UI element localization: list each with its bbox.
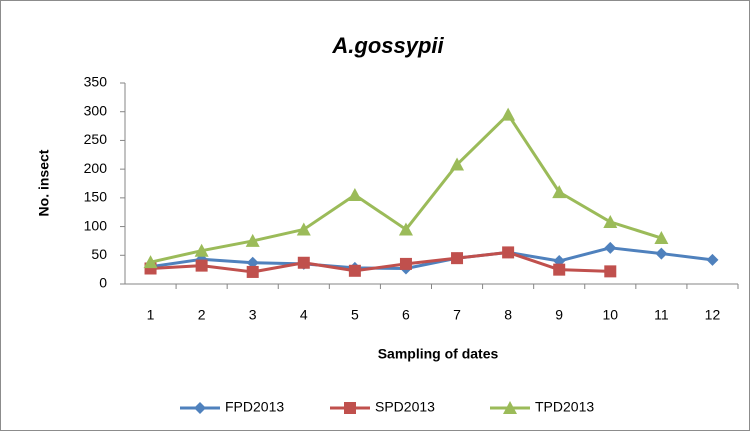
- y-tick-label: 0: [99, 275, 107, 291]
- series-line: [150, 250, 611, 274]
- marker: [194, 243, 209, 257]
- x-tick-label: 3: [249, 307, 257, 323]
- x-tick-label: 8: [504, 307, 512, 323]
- x-tick-label: 2: [198, 307, 206, 323]
- marker: [246, 265, 259, 278]
- y-axis-label: No. insect: [36, 149, 52, 216]
- y-tick-label: 300: [84, 102, 108, 118]
- chart-title: A.gossypii: [331, 33, 444, 58]
- marker: [246, 256, 259, 269]
- marker: [604, 265, 617, 278]
- x-tick-label: 12: [705, 307, 721, 323]
- marker: [348, 264, 361, 277]
- legend-label: SPD2013: [375, 399, 435, 415]
- marker: [706, 253, 719, 266]
- y-tick-label: 50: [91, 246, 107, 262]
- marker: [552, 185, 567, 199]
- y-tick-label: 150: [84, 189, 108, 205]
- marker: [502, 246, 515, 259]
- marker: [399, 257, 412, 270]
- marker: [603, 214, 618, 228]
- marker: [451, 252, 464, 265]
- marker: [297, 256, 310, 269]
- marker: [347, 187, 362, 201]
- marker: [604, 241, 617, 254]
- marker: [245, 233, 260, 247]
- x-tick-label: 9: [555, 307, 563, 323]
- x-tick-label: 11: [654, 307, 669, 323]
- x-tick-label: 6: [402, 307, 410, 323]
- x-tick-label: 5: [351, 307, 359, 323]
- x-tick-label: 10: [603, 307, 619, 323]
- marker: [195, 259, 208, 272]
- marker: [655, 247, 668, 260]
- y-tick-label: 250: [84, 131, 108, 147]
- legend-label: FPD2013: [225, 399, 284, 415]
- series-line: [150, 246, 713, 270]
- x-axis-label: Sampling of dates: [378, 346, 499, 362]
- marker: [398, 222, 413, 236]
- marker: [143, 255, 158, 269]
- x-tick-label: 7: [453, 307, 461, 323]
- y-tick-label: 200: [84, 160, 108, 176]
- marker: [553, 263, 566, 276]
- legend-label: TPD2013: [535, 399, 594, 415]
- marker: [654, 231, 669, 245]
- marker: [450, 157, 465, 171]
- marker: [503, 401, 517, 414]
- x-tick-label: 4: [300, 307, 308, 323]
- marker: [501, 107, 516, 121]
- marker: [194, 402, 206, 414]
- y-tick-label: 100: [84, 217, 108, 233]
- x-tick-label: 1: [147, 307, 155, 323]
- y-tick-label: 350: [84, 74, 108, 90]
- marker: [344, 402, 356, 414]
- marker: [296, 222, 311, 236]
